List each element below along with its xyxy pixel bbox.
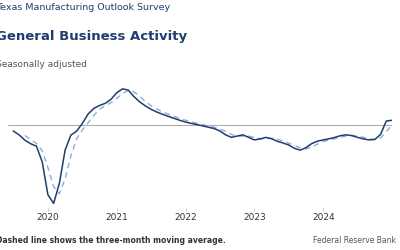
Text: Texas Manufacturing Outlook Survey: Texas Manufacturing Outlook Survey — [0, 2, 170, 12]
Text: Seasonally adjusted: Seasonally adjusted — [0, 60, 87, 69]
Text: Federal Reserve Bank: Federal Reserve Bank — [313, 236, 396, 245]
Text: General Business Activity: General Business Activity — [0, 30, 187, 43]
Text: Dashed line shows the three-month moving average.: Dashed line shows the three-month moving… — [0, 236, 226, 245]
